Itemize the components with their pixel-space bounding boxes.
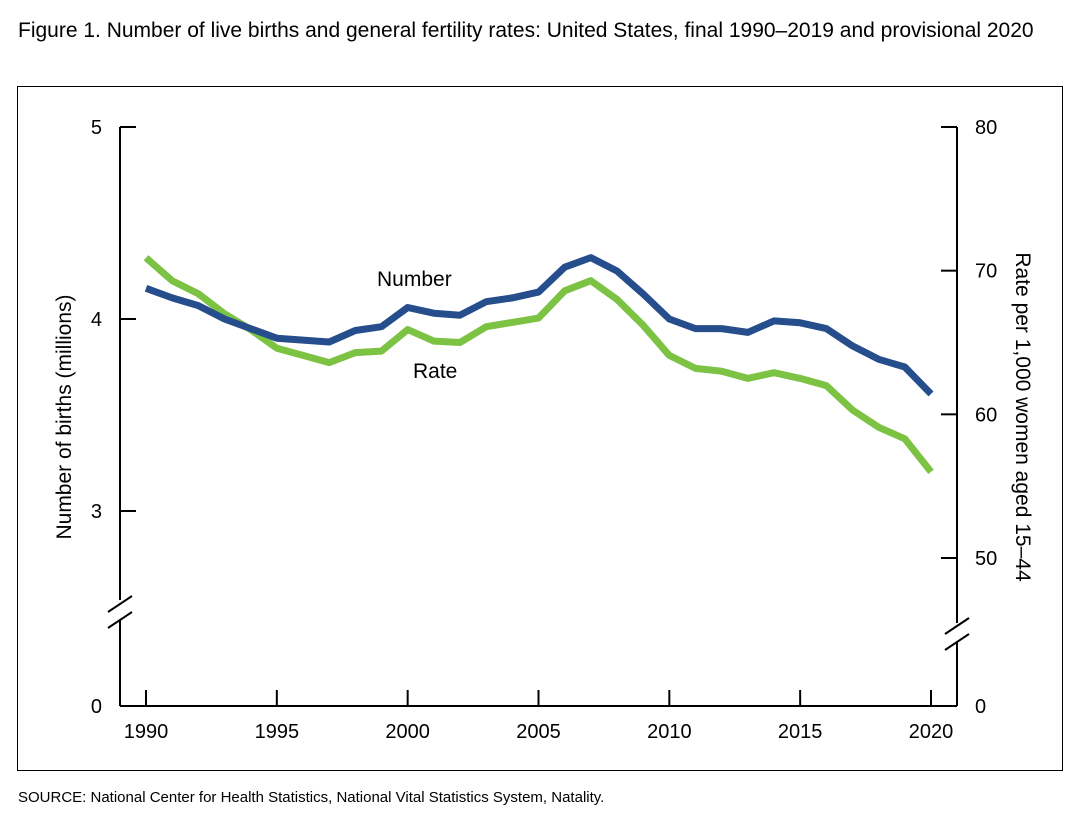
x-tick-label: 2005 [516,721,561,743]
right-tick-label: 50 [975,548,997,570]
left-axis [107,127,133,706]
series-label-rate: Rate [413,360,457,383]
x-axis-ticks: 1990 1995 2000 2005 2010 2015 2020 [124,690,954,743]
source-note: SOURCE: National Center for Health Stati… [18,789,605,806]
x-tick-label: 2020 [909,721,954,743]
x-tick-label: 2010 [647,721,692,743]
right-axis-break-mark [944,633,970,651]
left-axis-break-mark [107,611,133,629]
figure-title: Figure 1. Number of live births and gene… [18,19,1034,42]
right-tick-label: 70 [975,261,997,283]
series-layer [143,254,934,474]
series-label-number: Number [377,268,452,291]
right-tick-label: 0 [975,696,986,718]
right-axis-label: Rate per 1,000 women aged 15–44 [1011,252,1034,582]
right-axis-break-mark [944,617,970,635]
chart-frame [17,86,1063,771]
x-tick-label: 2015 [778,721,823,743]
left-axis-label: Number of births (millions) [53,294,76,539]
left-tick-label: 3 [91,501,102,523]
right-axis-ticks: 80 70 60 50 0 [941,117,997,718]
x-tick-label: 2000 [385,721,430,743]
right-axis [944,127,970,706]
left-axis-ticks: 5 4 3 0 [91,117,136,718]
right-tick-label: 80 [975,117,997,139]
series-line-number [144,254,934,397]
left-tick-label: 0 [91,696,102,718]
x-tick-label: 1995 [255,721,300,743]
right-tick-label: 60 [975,404,997,426]
left-tick-label: 4 [91,309,102,331]
left-axis-break-mark [107,595,133,613]
line-chart: 5 4 3 0 80 70 60 50 0 1990 1995 2000 2005 2010 2015 2… [53,117,1034,743]
x-tick-label: 1990 [124,721,169,743]
left-tick-label: 5 [91,117,102,139]
